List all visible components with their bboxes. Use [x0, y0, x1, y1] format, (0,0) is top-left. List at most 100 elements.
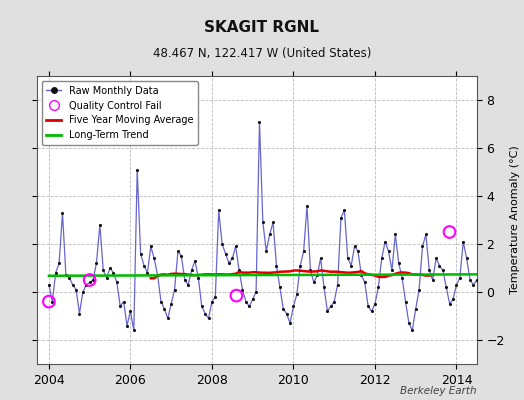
Point — [136, 250, 145, 257]
Point — [401, 298, 410, 305]
Point — [503, 274, 511, 281]
Point — [184, 282, 192, 288]
Point — [163, 315, 172, 322]
Point — [520, 282, 524, 288]
Point — [398, 274, 406, 281]
Point — [252, 289, 260, 295]
Point — [96, 222, 104, 228]
Point — [99, 267, 107, 274]
Text: SKAGIT RGNL: SKAGIT RGNL — [204, 20, 320, 36]
Point — [126, 308, 135, 314]
Point — [367, 308, 376, 314]
Point — [198, 303, 206, 310]
Point — [143, 270, 151, 276]
Point — [248, 296, 257, 302]
Point — [418, 243, 427, 250]
Point — [459, 238, 467, 245]
Point — [415, 286, 423, 293]
Point — [313, 272, 321, 278]
Point — [371, 301, 379, 307]
Point — [201, 310, 209, 317]
Point — [208, 298, 216, 305]
Point — [140, 262, 148, 269]
Point — [79, 289, 87, 295]
Point — [269, 219, 277, 226]
Point — [299, 248, 308, 254]
Point — [85, 277, 94, 283]
Point — [466, 277, 474, 283]
Point — [310, 279, 318, 286]
Point — [106, 265, 114, 271]
Point — [228, 255, 236, 262]
Point — [378, 255, 386, 262]
Point — [361, 279, 369, 286]
Point — [333, 282, 342, 288]
Point — [493, 241, 501, 247]
Point — [507, 279, 515, 286]
Point — [473, 277, 481, 283]
Point — [354, 248, 362, 254]
Point — [170, 286, 179, 293]
Point — [235, 267, 243, 274]
Point — [384, 248, 392, 254]
Point — [72, 286, 80, 293]
Point — [55, 260, 63, 266]
Text: Berkeley Earth: Berkeley Earth — [400, 386, 477, 396]
Point — [150, 255, 158, 262]
Point — [113, 279, 121, 286]
Point — [276, 284, 284, 290]
Point — [439, 267, 447, 274]
Point — [445, 229, 454, 235]
Point — [411, 306, 420, 312]
Point — [500, 272, 508, 278]
Point — [395, 260, 403, 266]
Point — [123, 322, 131, 329]
Point — [45, 282, 53, 288]
Point — [456, 274, 464, 281]
Point — [204, 315, 213, 322]
Point — [489, 274, 498, 281]
Point — [337, 214, 345, 221]
Point — [221, 250, 230, 257]
Point — [109, 270, 117, 276]
Point — [167, 301, 176, 307]
Point — [282, 310, 291, 317]
Point — [75, 310, 84, 317]
Point — [496, 241, 505, 247]
Point — [255, 118, 264, 125]
Point — [191, 258, 199, 264]
Point — [65, 274, 73, 281]
Point — [286, 320, 294, 326]
Point — [391, 231, 399, 238]
Point — [188, 267, 196, 274]
Point — [381, 238, 389, 245]
Point — [357, 272, 366, 278]
Point — [289, 303, 298, 310]
Point — [449, 296, 457, 302]
Point — [435, 262, 444, 269]
Point — [303, 202, 311, 209]
Point — [129, 327, 138, 334]
Point — [45, 298, 53, 305]
Point — [82, 282, 91, 288]
Point — [62, 272, 70, 278]
Point — [306, 267, 314, 274]
Point — [48, 298, 57, 305]
Point — [429, 277, 437, 283]
Point — [133, 166, 141, 173]
Point — [510, 277, 518, 283]
Point — [292, 291, 301, 298]
Point — [364, 303, 373, 310]
Point — [316, 255, 325, 262]
Y-axis label: Temperature Anomaly (°C): Temperature Anomaly (°C) — [510, 146, 520, 294]
Point — [211, 294, 220, 300]
Point — [103, 274, 111, 281]
Point — [262, 248, 270, 254]
Point — [214, 207, 223, 214]
Point — [347, 262, 355, 269]
Point — [157, 298, 165, 305]
Point — [232, 243, 240, 250]
Point — [58, 210, 67, 216]
Point — [340, 207, 348, 214]
Point — [174, 248, 182, 254]
